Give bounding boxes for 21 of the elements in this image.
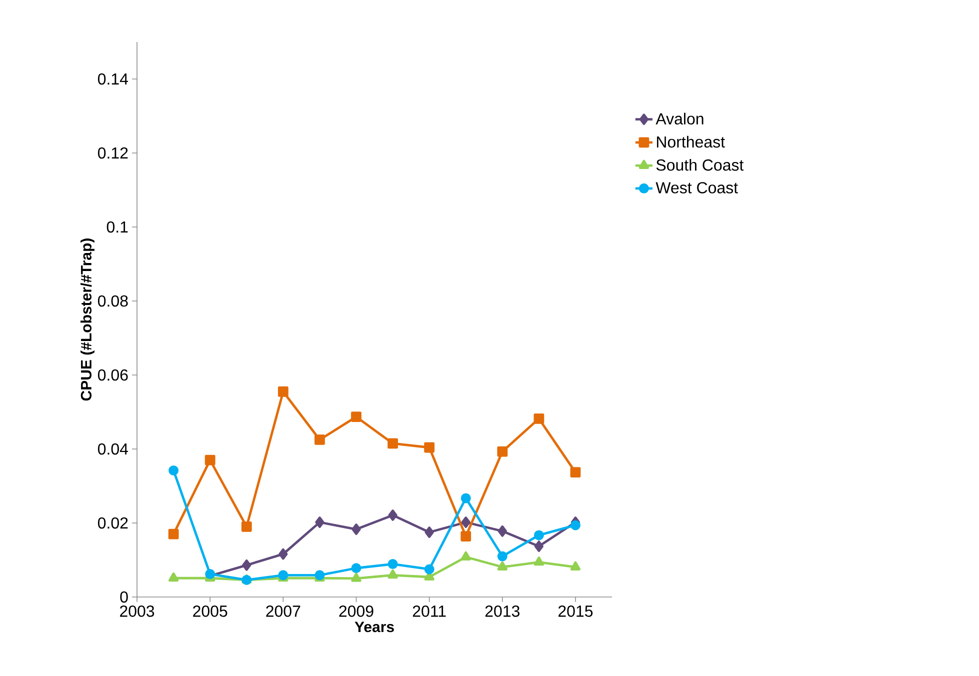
x-tick-label: 2015 — [558, 606, 593, 617]
x-tick-label: 2009 — [339, 606, 374, 617]
y-tick-label: 0.08 — [98, 295, 128, 307]
legend-label: West Coast — [656, 182, 738, 194]
y-axis-title: CPUE (#Lobster/#Trap) — [80, 238, 94, 401]
y-tick-label: 0.12 — [98, 147, 128, 159]
y-tick-label: 0 — [120, 591, 128, 603]
x-tick-label: 2011 — [412, 606, 446, 617]
y-tick-label: 0.04 — [98, 443, 128, 455]
x-tick-label: 2005 — [193, 606, 228, 617]
legend-label: Northeast — [656, 136, 725, 148]
y-tick-label: 0.06 — [98, 369, 128, 381]
legend-label: Avalon — [656, 112, 704, 125]
x-tick-label: 2003 — [120, 606, 154, 617]
legend-label: South Coast — [656, 158, 744, 171]
x-tick-label: 2013 — [485, 606, 520, 617]
y-tick-label: 0.02 — [98, 517, 128, 529]
x-axis-title: Years — [354, 622, 394, 632]
y-tick-label: 0.1 — [106, 221, 128, 233]
y-tick-label: 0.14 — [98, 73, 128, 85]
x-tick-label: 2007 — [266, 606, 300, 617]
